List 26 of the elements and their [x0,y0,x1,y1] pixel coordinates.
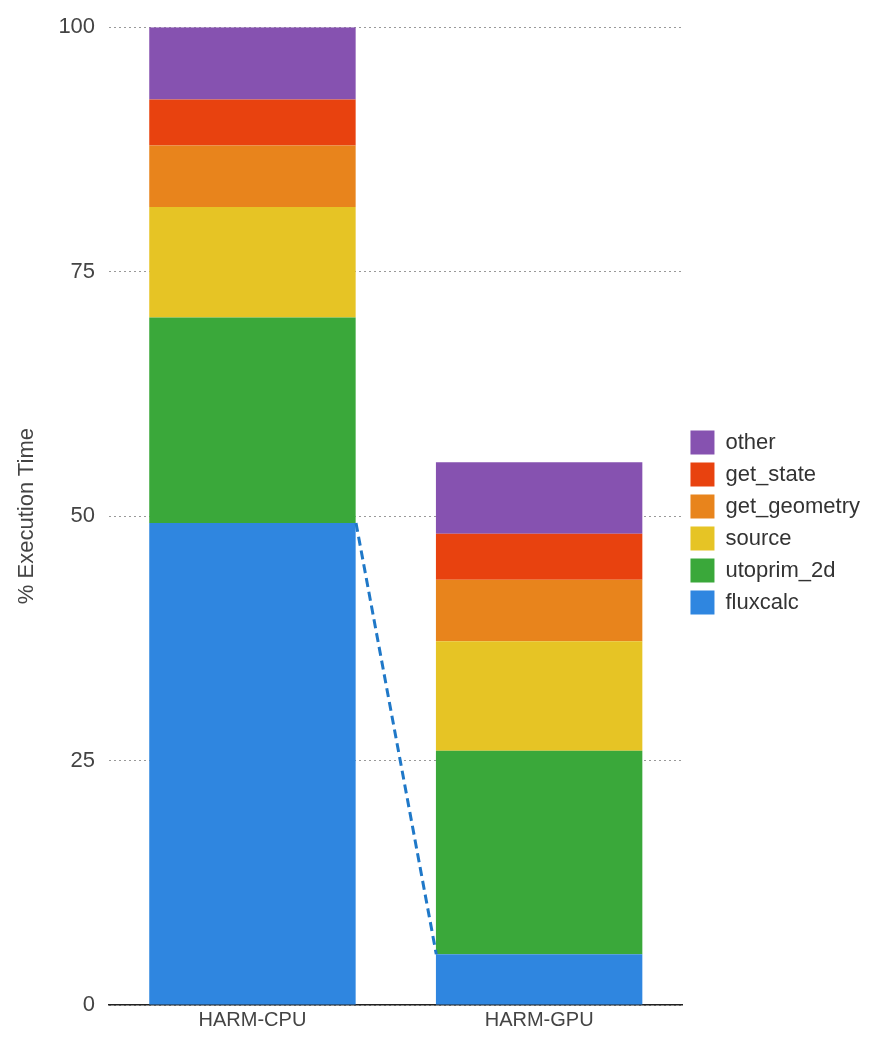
bar [435,533,643,580]
bar [435,750,643,955]
legend-label: fluxcalc [725,588,799,614]
bar [149,99,356,146]
bar [435,462,643,534]
bar [435,579,643,642]
legend-label: source [725,524,792,550]
bar [435,641,643,751]
legend-label: other [725,428,776,454]
bar [435,954,643,1005]
y-tick-label: 0 [82,991,96,1017]
legend-label: get_state [725,460,816,486]
y-tick-label: 75 [70,257,96,283]
bar [149,27,356,100]
x-tick-label: HARM-CPU [198,1007,307,1030]
legend-label: utoprim_2d [725,556,836,582]
bar [149,522,356,1005]
y-axis-title: % Execution Time [13,428,39,605]
x-tick-label: HARM-GPU [484,1007,594,1030]
bar [149,145,356,208]
y-tick-label: 100 [58,13,96,39]
bar [149,317,356,523]
bar [149,207,356,318]
y-tick-label: 25 [70,746,96,772]
legend-label: get_geometry [725,492,861,518]
y-tick-label: 50 [70,502,96,528]
